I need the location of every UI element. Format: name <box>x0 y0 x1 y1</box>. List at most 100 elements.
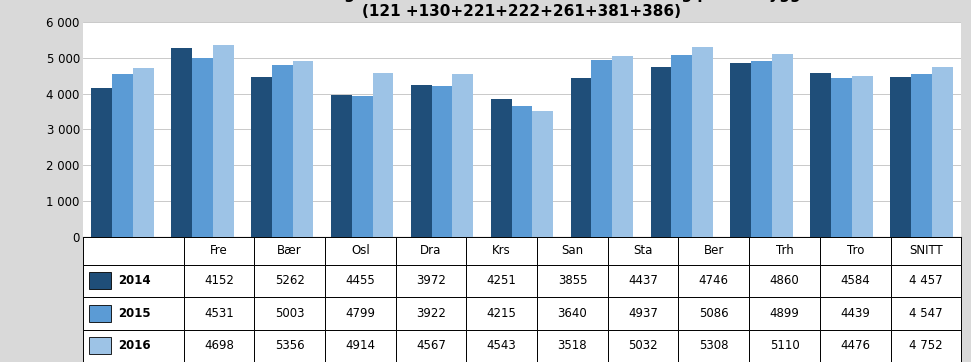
Bar <box>679 297 750 329</box>
Bar <box>83 265 184 297</box>
Text: 4439: 4439 <box>840 307 870 320</box>
Text: 4567: 4567 <box>417 339 446 352</box>
Bar <box>466 237 537 265</box>
Text: 5110: 5110 <box>770 339 799 352</box>
Bar <box>432 86 452 237</box>
Text: 3922: 3922 <box>417 307 446 320</box>
Bar <box>292 61 314 237</box>
Bar <box>83 237 184 265</box>
Bar <box>272 65 292 237</box>
Text: 4914: 4914 <box>346 339 376 352</box>
Bar <box>512 106 532 237</box>
Text: Fre: Fre <box>210 244 228 257</box>
Bar <box>184 237 254 265</box>
Text: Dra: Dra <box>420 244 442 257</box>
Bar <box>890 237 961 265</box>
Text: 4899: 4899 <box>770 307 799 320</box>
Text: Trh: Trh <box>776 244 793 257</box>
Text: 3972: 3972 <box>417 274 446 287</box>
Text: 4799: 4799 <box>346 307 376 320</box>
Bar <box>750 329 820 362</box>
Title: Netto driftsutgifter til kommunal eiendomsforvaltning per innbygger
(121 +130+22: Netto driftsutgifter til kommunal eiendo… <box>225 0 819 19</box>
Bar <box>373 73 393 237</box>
Bar <box>352 96 373 237</box>
Text: 4476: 4476 <box>840 339 870 352</box>
Bar <box>679 329 750 362</box>
Bar <box>192 58 213 237</box>
Bar <box>820 297 890 329</box>
Bar <box>254 237 325 265</box>
Text: SNITT: SNITT <box>909 244 943 257</box>
Bar <box>890 265 961 297</box>
Text: Osl: Osl <box>351 244 370 257</box>
Bar <box>452 74 473 237</box>
Bar <box>466 297 537 329</box>
Bar <box>612 56 633 237</box>
Bar <box>184 297 254 329</box>
Bar <box>932 67 953 237</box>
Bar <box>750 265 820 297</box>
Text: San: San <box>561 244 584 257</box>
Bar <box>532 111 553 237</box>
Bar <box>608 329 679 362</box>
Text: 4698: 4698 <box>204 339 234 352</box>
Bar <box>112 75 133 237</box>
Bar <box>213 45 233 237</box>
Bar <box>411 84 432 237</box>
Bar <box>331 94 352 237</box>
Text: 3518: 3518 <box>557 339 587 352</box>
Text: 5308: 5308 <box>699 339 728 352</box>
Bar <box>651 67 671 237</box>
Text: Krs: Krs <box>492 244 511 257</box>
Text: Sta: Sta <box>633 244 653 257</box>
Bar <box>251 77 272 237</box>
Text: 4 547: 4 547 <box>909 307 943 320</box>
Bar <box>171 48 192 237</box>
Bar <box>831 78 852 237</box>
Bar <box>184 329 254 362</box>
Text: 4531: 4531 <box>204 307 234 320</box>
Bar <box>396 329 466 362</box>
Bar <box>890 329 961 362</box>
Bar <box>184 265 254 297</box>
Bar <box>133 68 153 237</box>
Text: Tro: Tro <box>847 244 864 257</box>
Text: 5086: 5086 <box>699 307 728 320</box>
Bar <box>911 74 932 237</box>
Bar <box>88 305 111 322</box>
Bar <box>750 297 820 329</box>
Text: 4543: 4543 <box>486 339 517 352</box>
Bar <box>254 329 325 362</box>
Text: 4 457: 4 457 <box>909 274 943 287</box>
Bar <box>591 60 612 237</box>
Bar <box>88 337 111 354</box>
Bar <box>537 329 608 362</box>
Bar <box>692 47 713 237</box>
Text: 5032: 5032 <box>628 339 658 352</box>
Bar <box>83 297 184 329</box>
Text: 4937: 4937 <box>628 307 658 320</box>
Bar <box>571 78 591 237</box>
Bar <box>325 329 396 362</box>
Bar <box>730 63 752 237</box>
Bar <box>772 54 792 237</box>
Text: 2014: 2014 <box>117 274 151 287</box>
Text: 4251: 4251 <box>486 274 517 287</box>
Text: 4584: 4584 <box>840 274 870 287</box>
Text: 4860: 4860 <box>770 274 799 287</box>
Bar <box>490 99 512 237</box>
Bar <box>537 297 608 329</box>
Bar <box>608 297 679 329</box>
Text: 3640: 3640 <box>557 307 587 320</box>
Text: 4152: 4152 <box>204 274 234 287</box>
Bar <box>890 297 961 329</box>
Bar <box>679 265 750 297</box>
Bar <box>396 237 466 265</box>
Text: 5356: 5356 <box>275 339 305 352</box>
Bar <box>396 265 466 297</box>
Text: 4455: 4455 <box>346 274 375 287</box>
Bar <box>820 237 890 265</box>
Text: 5003: 5003 <box>275 307 304 320</box>
Bar <box>752 61 772 237</box>
Text: 2015: 2015 <box>117 307 151 320</box>
